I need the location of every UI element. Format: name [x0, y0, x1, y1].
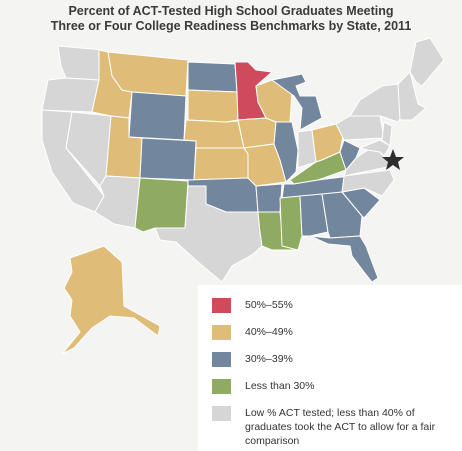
- state-NY[interactable]: [349, 83, 405, 123]
- state-NM[interactable]: [134, 177, 189, 233]
- state-WY[interactable]: [128, 91, 187, 141]
- state-CO[interactable]: [139, 137, 197, 181]
- state-WA[interactable]: [57, 45, 104, 81]
- star-marker: [382, 149, 404, 170]
- legend-swatch: [212, 325, 231, 340]
- legend-label: Less than 30%: [245, 380, 315, 392]
- star-icon: [382, 149, 404, 170]
- legend-swatch: [212, 352, 231, 367]
- state-SD[interactable]: [187, 89, 239, 123]
- state-TX[interactable]: [154, 185, 263, 283]
- legend-swatch: [212, 298, 231, 313]
- legend-item-40-49: 40%–49%: [212, 325, 293, 340]
- state-NC[interactable]: [341, 169, 395, 197]
- state-ME[interactable]: [409, 37, 445, 87]
- state-IA[interactable]: [237, 117, 277, 149]
- state-IL[interactable]: [273, 121, 299, 183]
- legend-label: Low % ACT tested; less than 40% of gradu…: [245, 407, 436, 447]
- legend-item-under-30: Less than 30%: [212, 379, 314, 394]
- legend-label: 50%–55%: [245, 299, 293, 311]
- legend-label: 40%–49%: [245, 326, 293, 338]
- legend: 50%–55% 40%–49% 30%–39% Less than 30% Lo…: [198, 285, 462, 451]
- state-PA[interactable]: [335, 115, 385, 141]
- map-title: Percent of ACT-Tested High School Gradua…: [0, 4, 462, 34]
- state-KS[interactable]: [193, 147, 249, 181]
- state-AL[interactable]: [299, 193, 329, 237]
- title-line-1: Percent of ACT-Tested High School Gradua…: [68, 4, 394, 18]
- state-MS[interactable]: [279, 195, 303, 251]
- state-AR[interactable]: [255, 183, 283, 213]
- legend-swatch: [212, 379, 231, 394]
- legend-item-low-tested: Low % ACT tested; less than 40% of gradu…: [212, 406, 448, 448]
- state-FL[interactable]: [309, 235, 379, 283]
- legend-item-30-39: 30%–39%: [212, 352, 293, 367]
- legend-item-50-55: 50%–55%: [212, 298, 293, 313]
- legend-label: 30%–39%: [245, 353, 293, 365]
- state-ND[interactable]: [187, 61, 238, 93]
- state-MD-DE[interactable]: [359, 139, 391, 157]
- state-MI[interactable]: [271, 73, 323, 131]
- legend-swatch: [212, 406, 231, 421]
- state-AK[interactable]: [61, 245, 161, 355]
- title-line-2: Three or Four College Readiness Benchmar…: [50, 19, 412, 33]
- state-AZ[interactable]: [94, 175, 141, 229]
- state-OR[interactable]: [41, 77, 100, 113]
